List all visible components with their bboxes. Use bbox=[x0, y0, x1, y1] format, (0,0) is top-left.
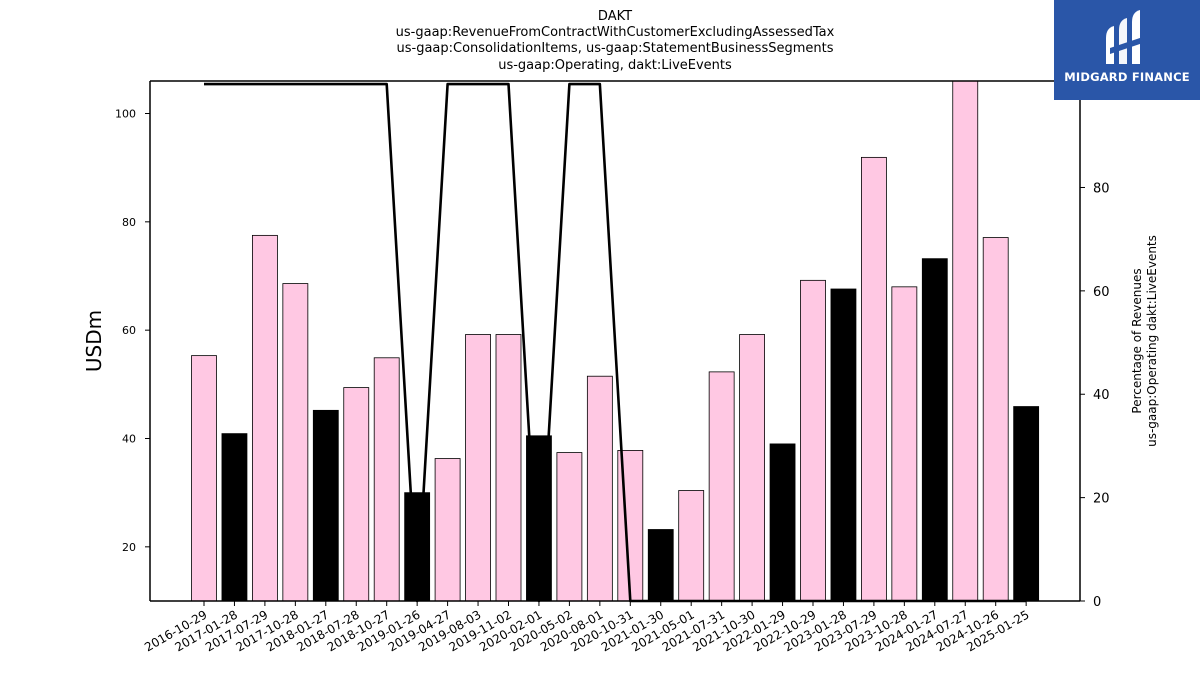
y2-tick-label-60: 60 bbox=[1093, 285, 1110, 300]
title-line-1: DAKT bbox=[598, 9, 632, 24]
bar-2024-01-27 bbox=[921, 258, 948, 602]
title-line-2: us-gaap:RevenueFromContractWithCustomerE… bbox=[396, 25, 835, 40]
midgard-finance-logo: MIDGARD FINANCE bbox=[1054, 0, 1200, 100]
title-line-3: us-gaap:ConsolidationItems, us-gaap:Stat… bbox=[396, 41, 833, 56]
midgard-logo-icon bbox=[1106, 10, 1146, 64]
bar-2023-07-29 bbox=[861, 156, 887, 602]
y-tick-label-20: 20 bbox=[122, 541, 136, 554]
bar-2025-01-25 bbox=[1013, 406, 1040, 602]
bar-2024-10-26 bbox=[982, 237, 1009, 602]
chart-title: DAKT us-gaap:RevenueFromContractWithCust… bbox=[396, 9, 835, 73]
bar-2017-10-28 bbox=[282, 283, 309, 602]
bar-2018-10-27 bbox=[373, 357, 400, 602]
bar-2017-01-28 bbox=[221, 433, 248, 602]
bar-2021-05-01 bbox=[678, 490, 705, 602]
y2-tick-label-20: 20 bbox=[1093, 492, 1110, 507]
bar-2020-08-01 bbox=[586, 375, 613, 602]
title-line-4: us-gaap:Operating, dakt:LiveEvents bbox=[498, 58, 732, 73]
bar-2021-10-30 bbox=[739, 334, 765, 602]
y-tick-label-60: 60 bbox=[122, 324, 136, 337]
bar-2020-05-02 bbox=[556, 452, 583, 602]
bar-2016-10-29 bbox=[191, 355, 217, 602]
y-axis-label: USDm bbox=[82, 310, 106, 372]
bar-2018-01-27 bbox=[312, 409, 339, 602]
y2-axis-label-line-2: us-gaap:Operating dakt:LiveEvents bbox=[1145, 235, 1159, 447]
y-tick-label-100: 100 bbox=[115, 108, 136, 121]
y2-axis-label-line-1: Percentage of Revenues bbox=[1130, 268, 1144, 413]
bar-2023-01-28 bbox=[830, 288, 857, 602]
bar-2019-08-03 bbox=[465, 334, 491, 602]
bar-2022-10-29 bbox=[800, 279, 826, 602]
bar-2022-01-29 bbox=[769, 443, 796, 602]
bar-2023-10-28 bbox=[891, 286, 918, 602]
y2-tick-label-80: 80 bbox=[1093, 181, 1110, 196]
bar-2019-11-02 bbox=[495, 334, 522, 602]
bar-2017-07-29 bbox=[251, 234, 278, 602]
y-tick-label-40: 40 bbox=[122, 433, 136, 446]
bar-2019-04-27 bbox=[434, 458, 461, 602]
bar-2021-01-30 bbox=[647, 529, 674, 602]
y-tick-label-80: 80 bbox=[122, 216, 136, 229]
bar-2018-07-28 bbox=[343, 387, 370, 602]
bar-2024-07-27 bbox=[952, 80, 979, 602]
logo-text: MIDGARD FINANCE bbox=[1064, 70, 1190, 84]
y2-tick-label-40: 40 bbox=[1093, 388, 1110, 403]
bar-2021-07-31 bbox=[708, 371, 735, 602]
y2-tick-label-0: 0 bbox=[1093, 595, 1101, 610]
